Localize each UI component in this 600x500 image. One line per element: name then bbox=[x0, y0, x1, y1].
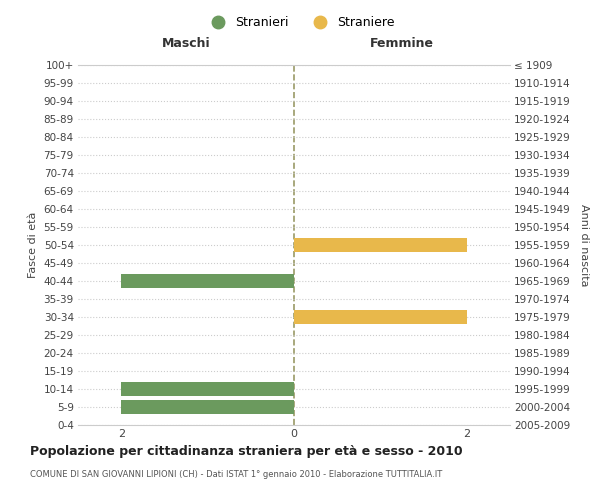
Bar bbox=[121, 382, 294, 396]
Text: Maschi: Maschi bbox=[161, 37, 211, 50]
Legend: Stranieri, Straniere: Stranieri, Straniere bbox=[200, 11, 400, 34]
Y-axis label: Anni di nascita: Anni di nascita bbox=[579, 204, 589, 286]
Bar bbox=[294, 238, 467, 252]
Text: Popolazione per cittadinanza straniera per età e sesso - 2010: Popolazione per cittadinanza straniera p… bbox=[30, 445, 463, 458]
Y-axis label: Fasce di età: Fasce di età bbox=[28, 212, 38, 278]
Text: COMUNE DI SAN GIOVANNI LIPIONI (CH) - Dati ISTAT 1° gennaio 2010 - Elaborazione : COMUNE DI SAN GIOVANNI LIPIONI (CH) - Da… bbox=[30, 470, 442, 479]
Bar bbox=[121, 274, 294, 288]
Bar bbox=[121, 400, 294, 414]
Bar bbox=[294, 310, 467, 324]
Text: Femmine: Femmine bbox=[370, 37, 434, 50]
